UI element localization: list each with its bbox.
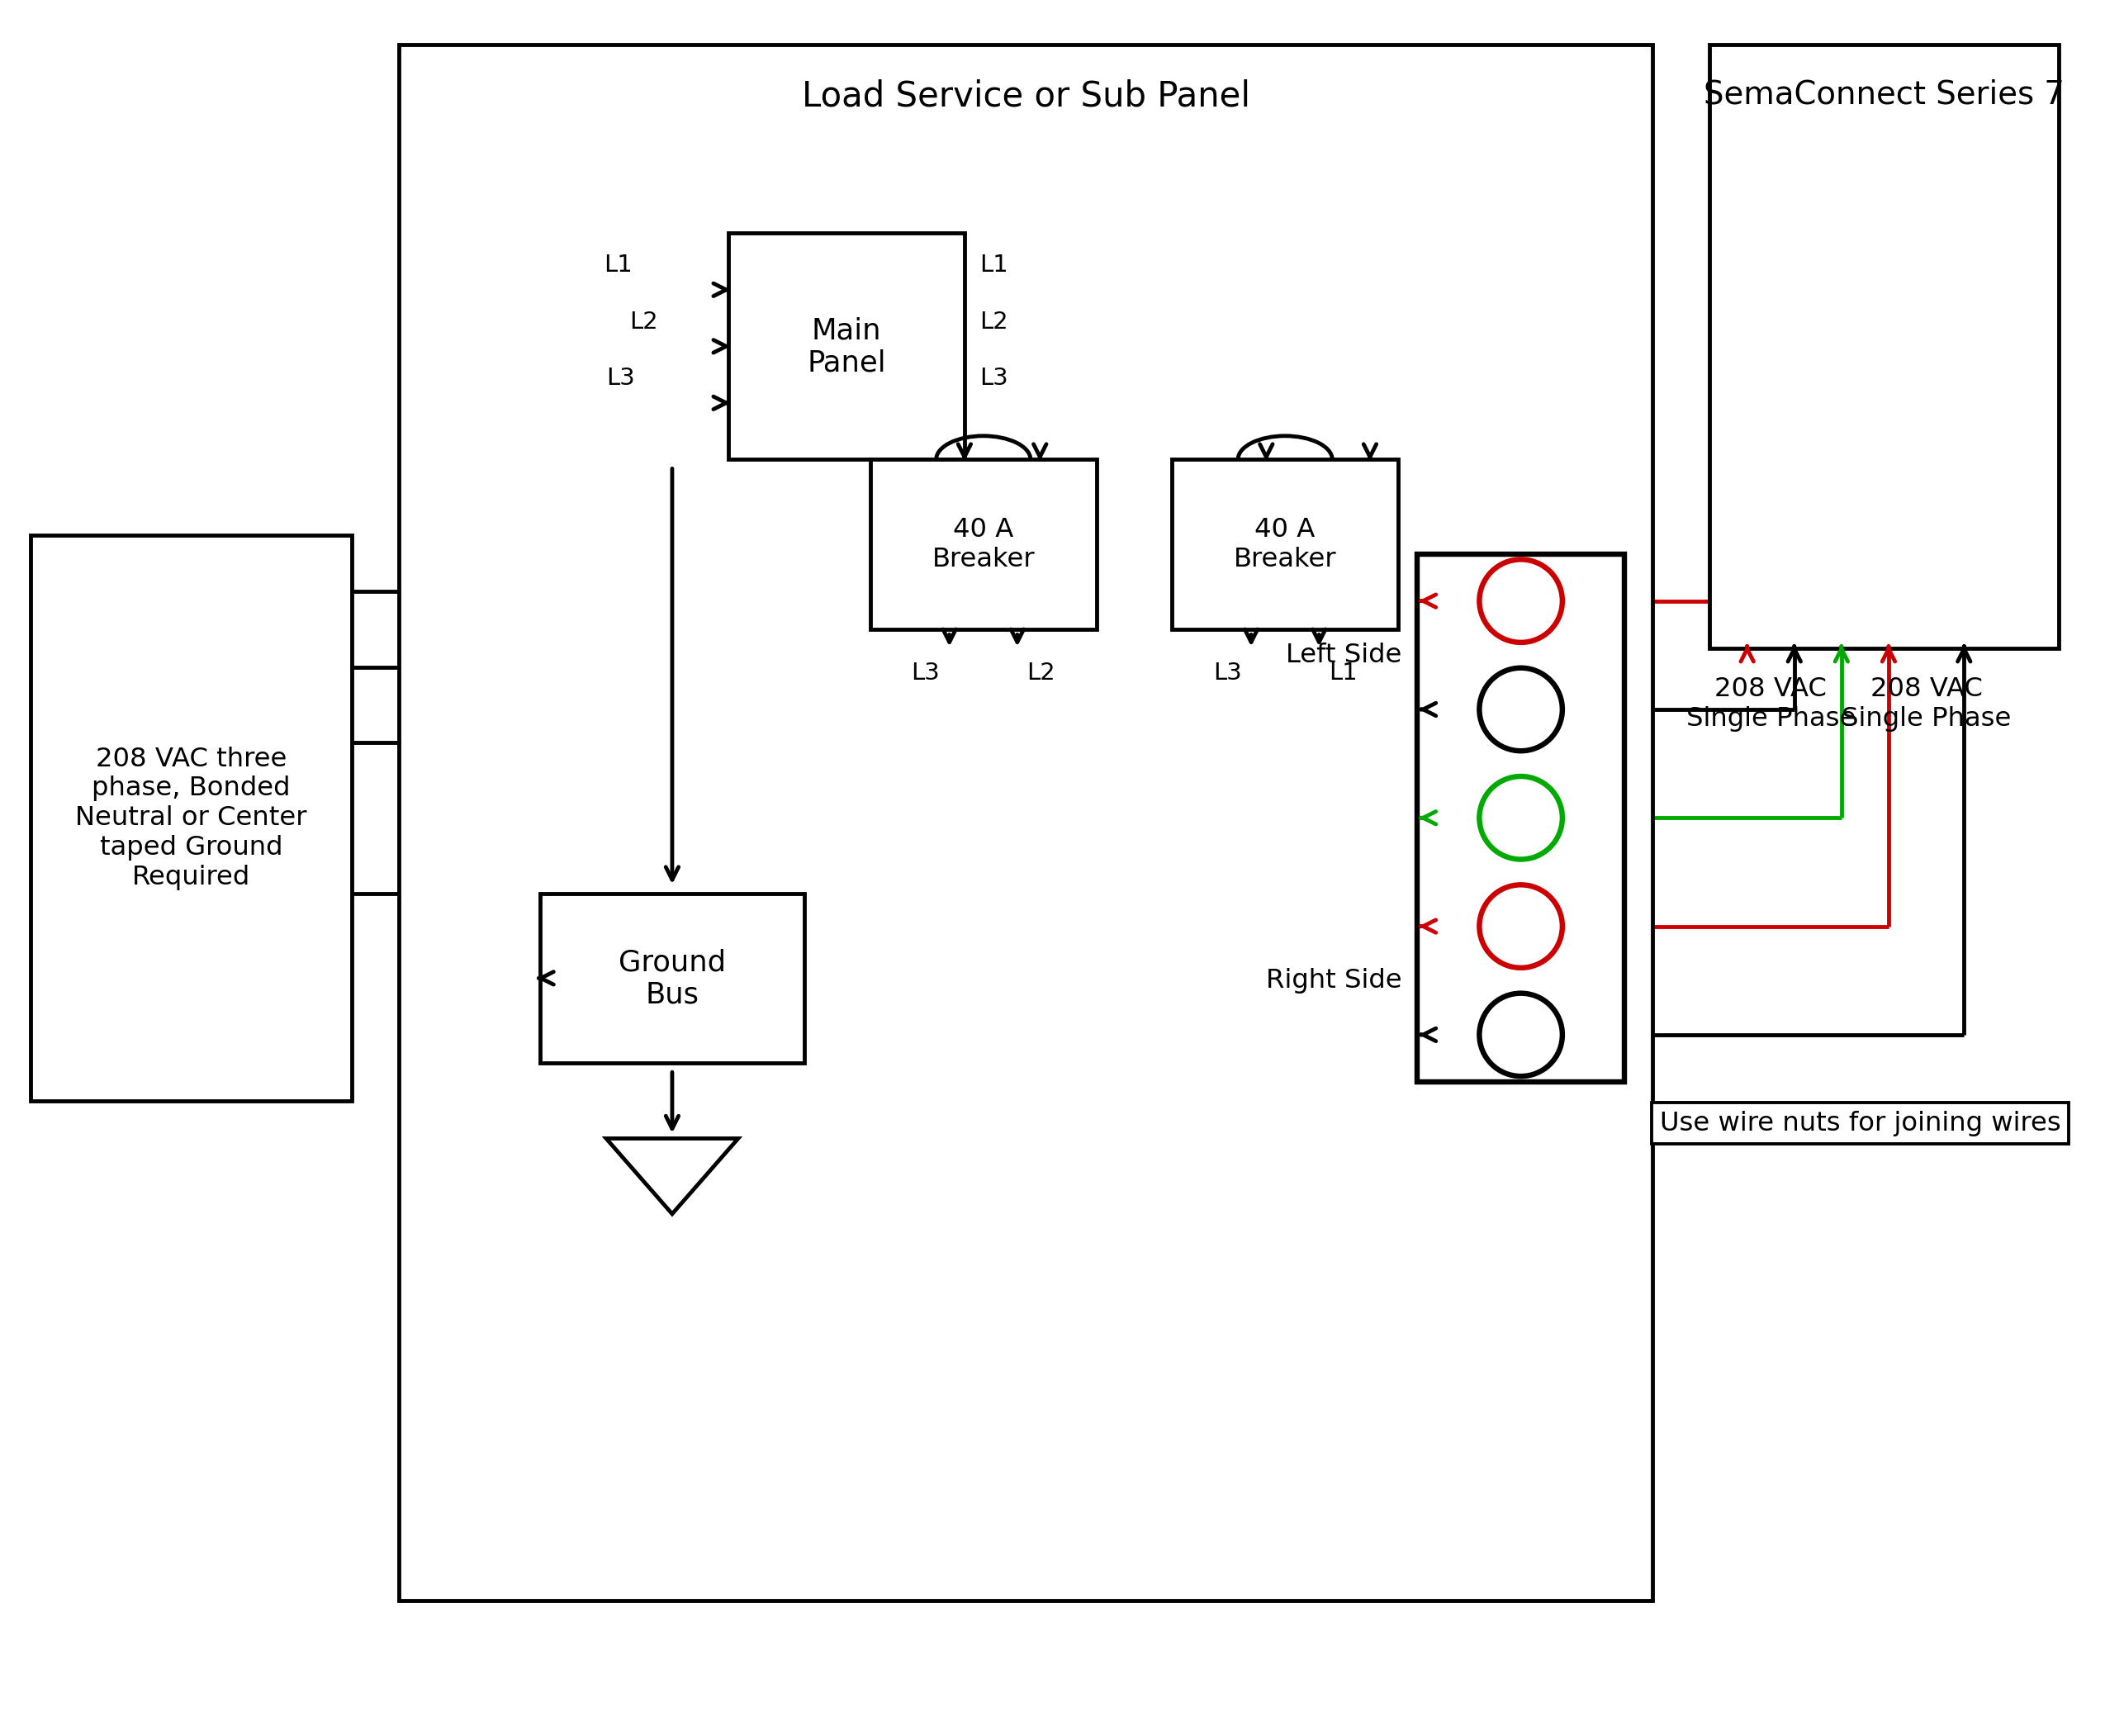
Text: 208 VAC
Single Phase: 208 VAC Single Phase xyxy=(1842,677,2010,733)
Circle shape xyxy=(1480,993,1562,1076)
Text: Right Side: Right Side xyxy=(1265,969,1402,993)
Bar xyxy=(541,894,804,1062)
Text: L1: L1 xyxy=(1328,661,1356,684)
Text: 208 VAC
Single Phase: 208 VAC Single Phase xyxy=(1686,677,1855,733)
Text: Main
Panel: Main Panel xyxy=(806,316,886,377)
Text: Ground
Bus: Ground Bus xyxy=(619,948,726,1009)
Text: L3: L3 xyxy=(606,366,636,391)
Text: Use wire nuts for joining wires: Use wire nuts for joining wires xyxy=(1659,1111,2061,1135)
Text: 40 A
Breaker: 40 A Breaker xyxy=(1234,517,1337,573)
Text: L3: L3 xyxy=(911,661,939,684)
Text: L3: L3 xyxy=(1212,661,1242,684)
Bar xyxy=(32,535,352,1101)
Text: L1: L1 xyxy=(979,253,1008,276)
Bar xyxy=(398,45,1652,1601)
Circle shape xyxy=(1480,559,1562,642)
Text: 40 A
Breaker: 40 A Breaker xyxy=(933,517,1034,573)
Text: L2: L2 xyxy=(629,311,659,333)
Text: L1: L1 xyxy=(604,253,632,276)
Bar xyxy=(869,460,1097,630)
Bar xyxy=(728,233,964,460)
Circle shape xyxy=(1480,668,1562,752)
Text: Left Side: Left Side xyxy=(1286,642,1402,668)
Bar xyxy=(1709,45,2059,648)
Text: SemaConnect Series 7: SemaConnect Series 7 xyxy=(1703,78,2063,109)
Text: Load Service or Sub Panel: Load Service or Sub Panel xyxy=(802,78,1250,113)
Text: L2: L2 xyxy=(979,311,1008,333)
Bar xyxy=(1417,554,1625,1082)
Text: L3: L3 xyxy=(979,366,1008,391)
Text: L2: L2 xyxy=(1027,661,1055,684)
Text: 208 VAC three
phase, Bonded
Neutral or Center
taped Ground
Required: 208 VAC three phase, Bonded Neutral or C… xyxy=(76,746,307,891)
Bar xyxy=(1172,460,1398,630)
Polygon shape xyxy=(606,1139,739,1213)
Circle shape xyxy=(1480,776,1562,859)
Circle shape xyxy=(1480,885,1562,969)
